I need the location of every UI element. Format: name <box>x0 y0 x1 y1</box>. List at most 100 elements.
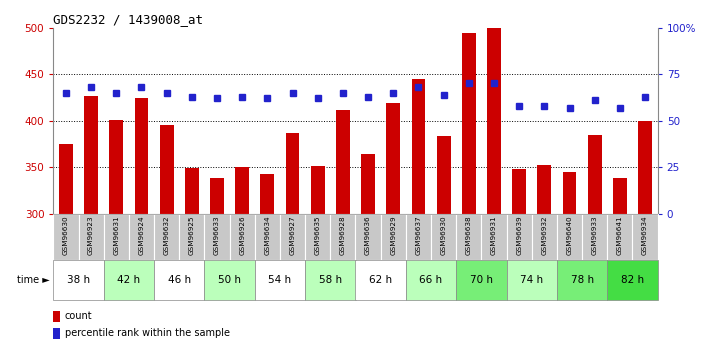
Bar <box>205 260 255 300</box>
Text: GSM96934: GSM96934 <box>642 215 648 255</box>
Text: GSM96926: GSM96926 <box>239 215 245 255</box>
Bar <box>361 154 375 214</box>
Text: GSM96636: GSM96636 <box>365 215 371 255</box>
Bar <box>386 103 400 214</box>
Text: 74 h: 74 h <box>520 275 543 285</box>
Bar <box>179 214 205 260</box>
Text: 82 h: 82 h <box>621 275 644 285</box>
Text: 66 h: 66 h <box>419 275 443 285</box>
Bar <box>532 214 557 260</box>
Bar <box>462 33 476 214</box>
Bar <box>53 214 78 260</box>
Bar <box>562 172 577 214</box>
Text: GSM96927: GSM96927 <box>289 215 296 255</box>
Bar <box>185 168 199 214</box>
Text: time ►: time ► <box>17 275 50 285</box>
Text: GSM96641: GSM96641 <box>617 215 623 255</box>
Text: GSM96928: GSM96928 <box>340 215 346 255</box>
Text: GSM96931: GSM96931 <box>491 215 497 255</box>
Bar <box>506 260 557 300</box>
Bar <box>406 260 456 300</box>
Text: 50 h: 50 h <box>218 275 241 285</box>
Bar <box>506 214 532 260</box>
Text: 54 h: 54 h <box>268 275 292 285</box>
Text: GSM96634: GSM96634 <box>264 215 270 255</box>
Text: GSM96640: GSM96640 <box>567 215 572 255</box>
Text: count: count <box>65 311 92 321</box>
Text: GSM96632: GSM96632 <box>164 215 170 255</box>
Text: GSM96631: GSM96631 <box>113 215 119 255</box>
Text: GDS2232 / 1439008_at: GDS2232 / 1439008_at <box>53 13 203 27</box>
Bar <box>160 125 173 214</box>
Bar <box>84 96 98 214</box>
Bar <box>53 310 60 322</box>
Bar <box>134 98 149 214</box>
Bar <box>205 214 230 260</box>
Bar <box>230 214 255 260</box>
Bar <box>59 144 73 214</box>
Bar <box>104 214 129 260</box>
Bar <box>633 214 658 260</box>
Bar <box>607 214 633 260</box>
Text: GSM96925: GSM96925 <box>189 215 195 255</box>
Bar <box>104 260 154 300</box>
Bar <box>78 214 104 260</box>
Bar <box>154 260 205 300</box>
Text: GSM96630: GSM96630 <box>63 215 69 255</box>
Bar <box>109 120 123 214</box>
Bar <box>356 260 406 300</box>
Text: GSM96633: GSM96633 <box>214 215 220 255</box>
Bar <box>638 121 652 214</box>
Bar <box>613 178 627 214</box>
Text: GSM96639: GSM96639 <box>516 215 522 255</box>
Bar <box>538 165 551 214</box>
Bar <box>481 214 506 260</box>
Bar <box>607 260 658 300</box>
Bar <box>154 214 179 260</box>
Bar <box>582 214 607 260</box>
Text: GSM96637: GSM96637 <box>415 215 422 255</box>
Bar <box>280 214 305 260</box>
Text: 38 h: 38 h <box>67 275 90 285</box>
Text: 62 h: 62 h <box>369 275 392 285</box>
Bar <box>512 169 526 214</box>
Text: percentile rank within the sample: percentile rank within the sample <box>65 328 230 338</box>
Text: GSM96638: GSM96638 <box>466 215 472 255</box>
Text: GSM96929: GSM96929 <box>390 215 396 255</box>
Text: GSM96932: GSM96932 <box>541 215 547 255</box>
Bar <box>331 214 356 260</box>
Bar <box>557 214 582 260</box>
Bar <box>437 136 451 214</box>
Text: 58 h: 58 h <box>319 275 342 285</box>
Bar <box>286 133 299 214</box>
Bar <box>588 135 602 214</box>
Bar <box>456 214 481 260</box>
Bar <box>260 174 274 214</box>
Bar <box>356 214 380 260</box>
Text: GSM96930: GSM96930 <box>441 215 447 255</box>
Bar <box>311 166 325 214</box>
Bar <box>431 214 456 260</box>
Text: GSM96923: GSM96923 <box>88 215 94 255</box>
Bar <box>53 260 104 300</box>
Text: GSM96933: GSM96933 <box>592 215 598 255</box>
Bar <box>305 214 331 260</box>
Text: 46 h: 46 h <box>168 275 191 285</box>
Bar <box>129 214 154 260</box>
Bar <box>255 214 280 260</box>
Bar <box>336 110 350 214</box>
Bar <box>487 28 501 214</box>
Bar <box>255 260 305 300</box>
Bar <box>456 260 506 300</box>
Bar <box>406 214 431 260</box>
Bar <box>53 328 60 339</box>
Bar <box>557 260 607 300</box>
Text: 78 h: 78 h <box>570 275 594 285</box>
Text: 42 h: 42 h <box>117 275 141 285</box>
Bar <box>380 214 406 260</box>
Text: 70 h: 70 h <box>470 275 493 285</box>
Bar <box>412 79 425 214</box>
Text: GSM96924: GSM96924 <box>139 215 144 255</box>
Bar <box>235 167 249 214</box>
Bar <box>210 178 224 214</box>
